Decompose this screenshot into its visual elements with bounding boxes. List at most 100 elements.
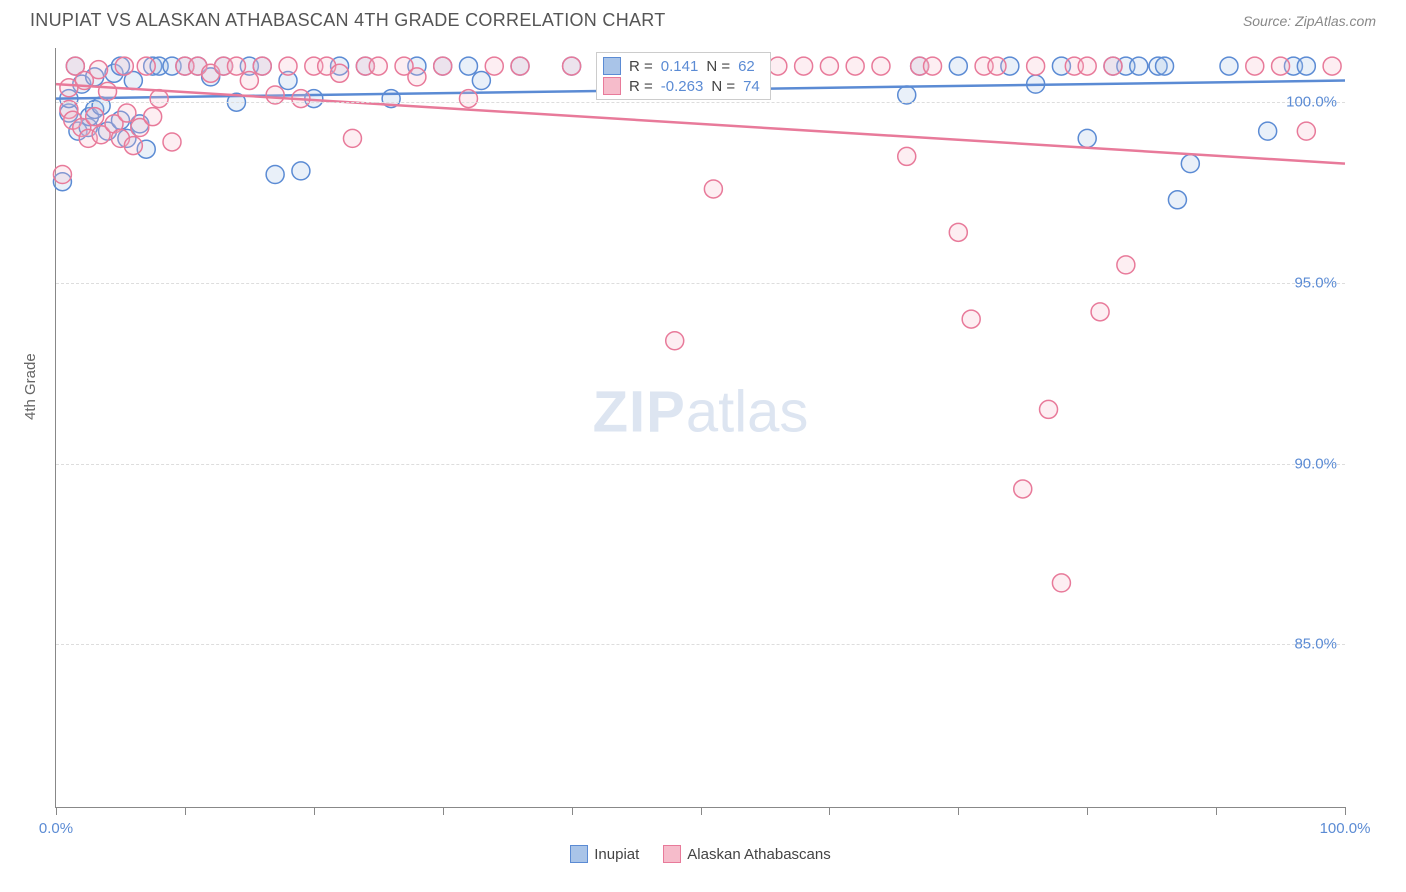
scatter-point xyxy=(1052,574,1070,592)
scatter-point xyxy=(1181,155,1199,173)
scatter-point xyxy=(1014,480,1032,498)
y-tick-label: 85.0% xyxy=(1294,636,1337,653)
bottom-swatch-inupiat xyxy=(570,845,588,863)
scatter-point xyxy=(137,57,155,75)
bottom-legend-item-athabascan: Alaskan Athabascans xyxy=(663,845,830,863)
x-tick-label: 0.0% xyxy=(39,820,73,837)
scatter-point xyxy=(769,57,787,75)
scatter-point xyxy=(86,108,104,126)
n-value-1: 74 xyxy=(743,78,760,95)
y-axis-label: 4th Grade xyxy=(22,353,39,420)
scatter-point xyxy=(1297,57,1315,75)
legend-swatch-inupiat xyxy=(603,57,621,75)
scatter-point xyxy=(563,57,581,75)
scatter-point xyxy=(1078,129,1096,147)
scatter-point xyxy=(150,90,168,108)
scatter-point xyxy=(369,57,387,75)
scatter-point xyxy=(1117,256,1135,274)
header: INUPIAT VS ALASKAN ATHABASCAN 4TH GRADE … xyxy=(0,0,1406,39)
scatter-point xyxy=(292,162,310,180)
scatter-point xyxy=(459,90,477,108)
gridline-h xyxy=(56,283,1345,284)
scatter-point xyxy=(1078,57,1096,75)
scatter-point xyxy=(820,57,838,75)
scatter-point xyxy=(962,310,980,328)
scatter-point xyxy=(1297,122,1315,140)
scatter-point xyxy=(434,57,452,75)
scatter-point xyxy=(924,57,942,75)
x-tick xyxy=(1087,807,1088,815)
scatter-point xyxy=(472,72,490,90)
scatter-point xyxy=(1246,57,1264,75)
scatter-point xyxy=(704,180,722,198)
n-value-0: 62 xyxy=(738,58,755,75)
y-tick-label: 100.0% xyxy=(1286,94,1337,111)
legend-stats-box: R = 0.141 N = 62 R = -0.263 N = 74 xyxy=(596,52,771,100)
scatter-point xyxy=(1040,400,1058,418)
scatter-point xyxy=(1259,122,1277,140)
y-tick-label: 90.0% xyxy=(1294,455,1337,472)
scatter-point xyxy=(90,61,108,79)
n-label-1: N = xyxy=(711,78,735,95)
x-tick xyxy=(314,807,315,815)
x-tick xyxy=(1345,807,1346,815)
x-tick xyxy=(572,807,573,815)
y-tick-label: 95.0% xyxy=(1294,274,1337,291)
scatter-point xyxy=(343,129,361,147)
scatter-point xyxy=(1220,57,1238,75)
scatter-point xyxy=(1130,57,1148,75)
scatter-point xyxy=(279,57,297,75)
x-tick xyxy=(701,807,702,815)
source-text: Source: ZipAtlas.com xyxy=(1243,13,1376,29)
scatter-point xyxy=(115,57,133,75)
scatter-point xyxy=(227,57,245,75)
r-label-0: R = xyxy=(629,58,653,75)
gridline-h xyxy=(56,644,1345,645)
x-tick-label: 100.0% xyxy=(1320,820,1371,837)
r-label-1: R = xyxy=(629,78,653,95)
scatter-point xyxy=(1091,303,1109,321)
scatter-point xyxy=(163,133,181,151)
scatter-point xyxy=(331,64,349,82)
scatter-point xyxy=(1168,191,1186,209)
scatter-point xyxy=(949,57,967,75)
scatter-point xyxy=(511,57,529,75)
r-value-1: -0.263 xyxy=(661,78,704,95)
scatter-point xyxy=(124,137,142,155)
scatter-point xyxy=(99,82,117,100)
x-tick xyxy=(56,807,57,815)
scatter-point xyxy=(846,57,864,75)
scatter-point xyxy=(1027,57,1045,75)
scatter-point xyxy=(240,72,258,90)
scatter-point xyxy=(485,57,503,75)
scatter-point xyxy=(949,223,967,241)
plot-area: ZIPatlas R = 0.141 N = 62 R = -0.263 N =… xyxy=(55,48,1345,808)
scatter-point xyxy=(118,104,136,122)
scatter-point xyxy=(1272,57,1290,75)
legend-stats-row-inupiat: R = 0.141 N = 62 xyxy=(603,56,760,76)
legend-stats-row-athabascan: R = -0.263 N = 74 xyxy=(603,76,760,96)
legend-swatch-athabascan xyxy=(603,77,621,95)
x-tick xyxy=(829,807,830,815)
scatter-point xyxy=(1104,57,1122,75)
scatter-point xyxy=(144,108,162,126)
bottom-legend: Inupiat Alaskan Athabascans xyxy=(56,845,1345,863)
n-label-0: N = xyxy=(706,58,730,75)
x-tick xyxy=(185,807,186,815)
x-tick xyxy=(1216,807,1217,815)
scatter-point xyxy=(898,147,916,165)
x-tick xyxy=(443,807,444,815)
gridline-h xyxy=(56,464,1345,465)
scatter-point xyxy=(53,166,71,184)
scatter-point xyxy=(408,68,426,86)
r-value-0: 0.141 xyxy=(661,58,699,75)
scatter-point xyxy=(666,332,684,350)
scatter-point xyxy=(988,57,1006,75)
scatter-point xyxy=(872,57,890,75)
chart-title: INUPIAT VS ALASKAN ATHABASCAN 4TH GRADE … xyxy=(30,10,666,31)
scatter-point xyxy=(795,57,813,75)
bottom-legend-item-inupiat: Inupiat xyxy=(570,845,639,863)
chart-svg xyxy=(56,48,1345,807)
scatter-point xyxy=(1156,57,1174,75)
bottom-label-inupiat: Inupiat xyxy=(594,846,639,863)
